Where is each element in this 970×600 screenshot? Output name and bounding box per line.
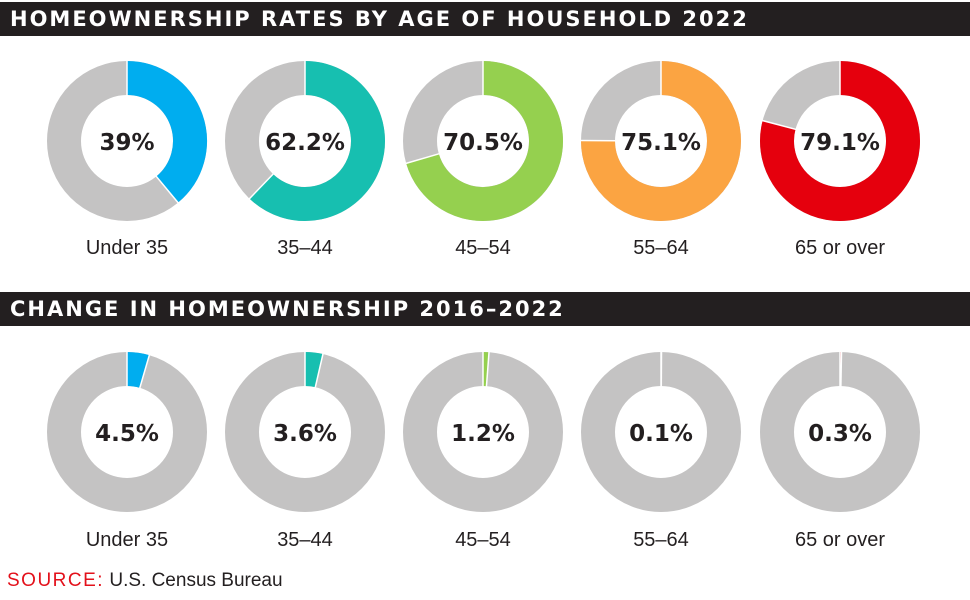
slice-separator [155, 175, 180, 204]
donut-value-label: 0.1% [629, 421, 693, 447]
source-note: SOURCE: U.S. Census Bureau [7, 570, 283, 592]
donut-category-label: 65 or over [795, 529, 885, 551]
donut-2-3: 1.2% 45–54 [403, 351, 563, 551]
donut-2-5: 0.3% 65 or over [760, 350, 920, 551]
donut-2-2: 3.6% 35–44 [225, 351, 385, 551]
donut-1-2: 62.2% 35–44 [225, 60, 385, 259]
source-label: SOURCE: [7, 570, 105, 591]
donut-category-label: 35–44 [277, 237, 333, 259]
donut-value-arc [580, 61, 741, 221]
chart-title-change-in-homeownership: CHANGE IN HOMEOWNERSHIP 2016–2022 [0, 292, 970, 326]
slice-separator [405, 152, 440, 165]
slice-separator [761, 119, 797, 131]
slice-separator [248, 172, 275, 200]
donut-value-label: 75.1% [621, 130, 701, 156]
donut-1-1: 39% Under 35 [47, 60, 207, 259]
donut-value-label: 3.6% [273, 421, 337, 447]
donut-value-arc [760, 61, 920, 221]
donut-1-4: 75.1% 55–64 [579, 60, 741, 259]
donut-category-label: 45–54 [455, 237, 511, 259]
donut-category-label: 55–64 [633, 529, 689, 551]
donut-value-label: 4.5% [95, 421, 159, 447]
donut-value-label: 1.2% [451, 421, 515, 447]
donut-value-label: 0.3% [808, 421, 872, 447]
donut-category-label: Under 35 [86, 237, 168, 259]
donut-1-5: 79.1% 65 or over [760, 60, 920, 259]
donut-category-label: 45–54 [455, 529, 511, 551]
donut-value-label: 79.1% [800, 130, 880, 156]
donut-2-1: 4.5% Under 35 [47, 351, 207, 551]
donut-value-arc [406, 61, 563, 221]
donut-category-label: 55–64 [633, 237, 689, 259]
donut-category-label: 35–44 [277, 529, 333, 551]
source-text: U.S. Census Bureau [109, 570, 283, 591]
slice-separator [840, 350, 843, 388]
donut-value-label: 62.2% [265, 130, 345, 156]
donut-value-arc [126, 352, 150, 388]
donut-category-label: 65 or over [795, 237, 885, 259]
donut-value-arc [126, 61, 207, 203]
slice-separator [314, 352, 324, 389]
donut-value-arc [249, 61, 385, 221]
donut-category-label: Under 35 [86, 529, 168, 551]
slice-separator [138, 354, 151, 389]
donut-2-4: 0.1% 55–64 [581, 350, 741, 551]
donut-value-label: 39% [99, 130, 154, 156]
chart-title-homeownership-rates: HOMEOWNERSHIP RATES BY AGE OF HOUSEHOLD … [0, 2, 970, 36]
donut-value-arc [304, 351, 323, 388]
donut-value-label: 70.5% [443, 130, 523, 156]
slice-separator [485, 351, 490, 388]
donut-1-3: 70.5% 45–54 [403, 60, 563, 259]
